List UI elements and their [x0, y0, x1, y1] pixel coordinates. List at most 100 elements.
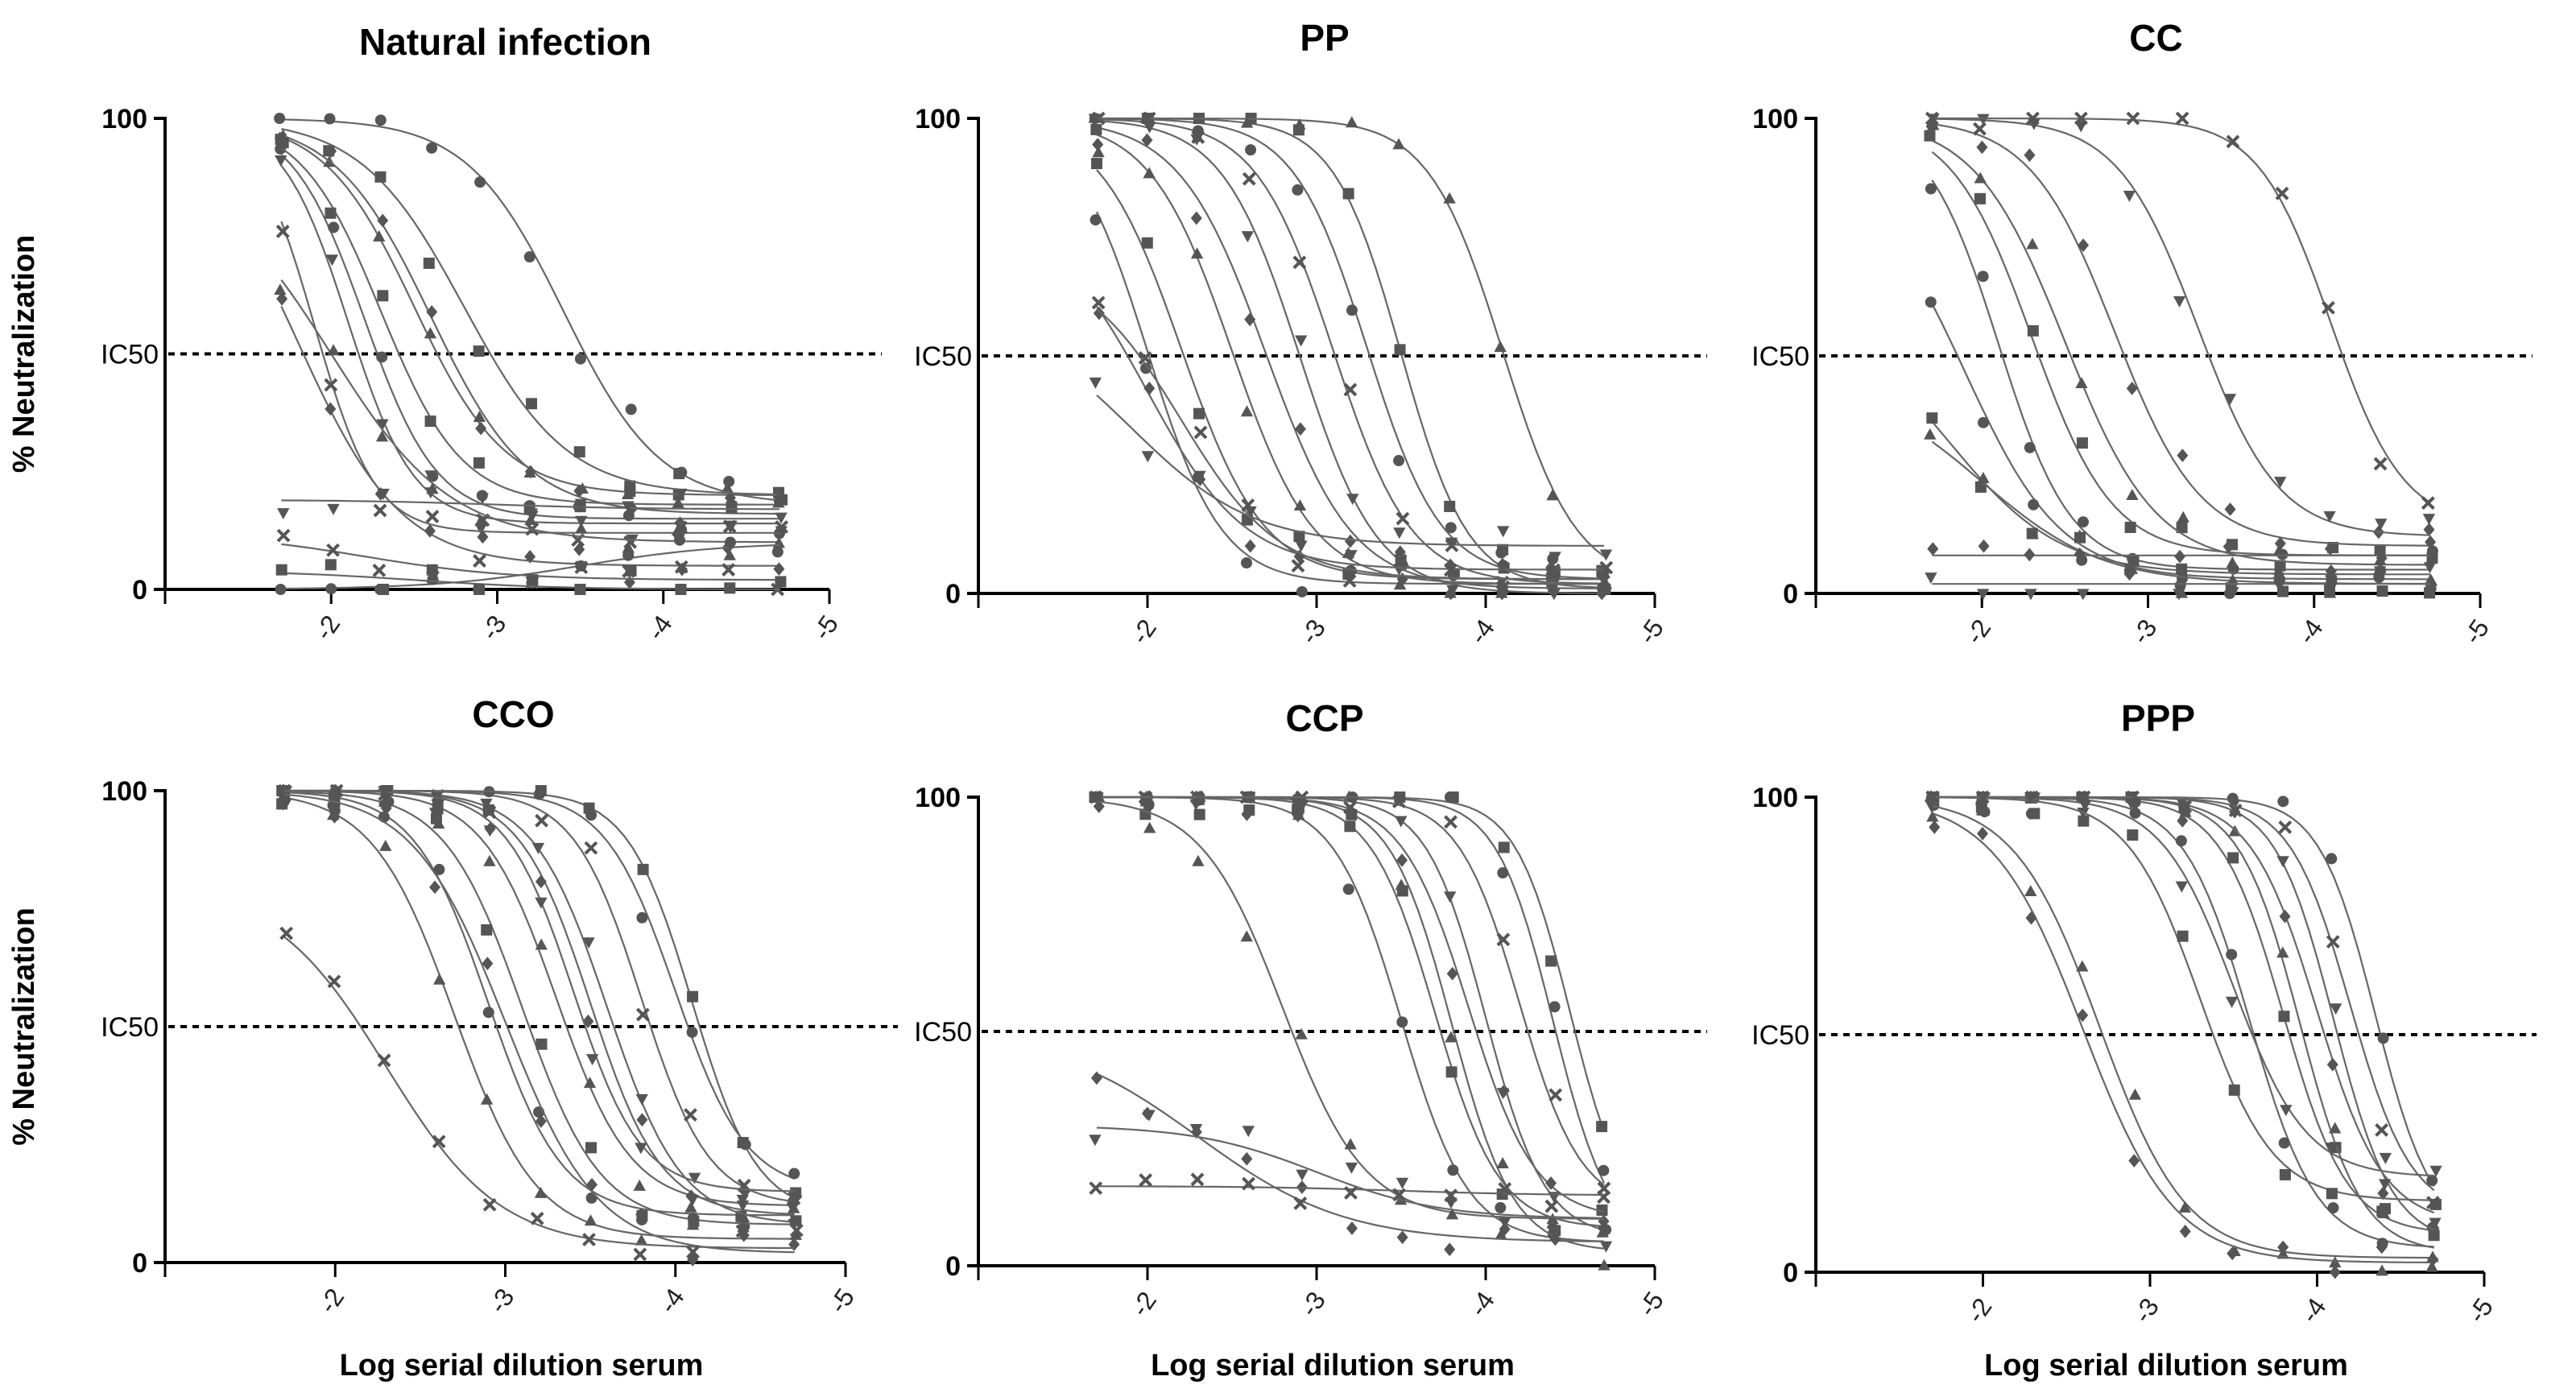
x-axis-label: Log serial dilution serum [340, 1349, 704, 1383]
x-tick-label: -2 [1125, 1286, 1162, 1321]
data-point [535, 813, 548, 828]
y-tick-label: 100 [915, 783, 961, 813]
x-tick-label: -3 [1294, 1286, 1331, 1321]
data-point [1143, 381, 1156, 395]
data-point [2272, 580, 2286, 592]
panel-5: CCP 0 100 -2 -3 -4 -5 IC50 Log serial dilution s… [914, 697, 1707, 1383]
data-point [1496, 526, 1510, 538]
data-point [1190, 1172, 1205, 1187]
data-point [775, 512, 788, 524]
data-point [1093, 800, 1105, 813]
fit-curve-s7 [1931, 303, 2431, 581]
data-point [1446, 585, 1459, 597]
data-point [1394, 344, 1406, 356]
data-point [1445, 1031, 1458, 1043]
data-point [1977, 471, 1990, 483]
data-point [1443, 192, 1456, 204]
data-point [328, 221, 340, 234]
data-point [1976, 792, 1989, 804]
data-point [2227, 792, 2239, 804]
data-point [2175, 111, 2189, 126]
data-point [2028, 808, 2041, 820]
data-point [278, 787, 291, 800]
data-point [475, 421, 487, 436]
fit-curve-s9 [1931, 440, 2431, 585]
y-tick-label: 0 [1783, 1258, 1798, 1288]
data-point [1141, 237, 1153, 249]
data-point [1190, 211, 1202, 225]
data-point [2077, 589, 2090, 601]
data-point [2280, 1105, 2293, 1117]
data-point [1545, 955, 1557, 967]
fit-curve-s12 [1096, 308, 1604, 581]
data-point [1241, 1151, 1253, 1166]
data-point [673, 534, 685, 546]
fit-curve-s8 [1933, 796, 2434, 1201]
data-point [1093, 306, 1105, 320]
data-point [1345, 550, 1358, 562]
data-point [1978, 416, 1990, 428]
data-point [1498, 841, 1510, 853]
data-point [425, 510, 440, 523]
data-point [2325, 564, 2337, 578]
data-point [275, 564, 287, 576]
data-point [2326, 573, 2338, 585]
panel-title: CCP [1285, 697, 1363, 739]
data-point [1344, 1138, 1357, 1150]
data-point [622, 549, 635, 561]
data-point [1392, 138, 1405, 150]
data-point [2223, 394, 2237, 406]
data-point [1498, 1217, 1511, 1229]
data-point [788, 1218, 800, 1230]
fit-curve-s1 [1931, 180, 2431, 571]
data-point [2429, 1217, 2442, 1230]
data-point [575, 522, 588, 534]
data-point [623, 575, 635, 589]
data-point [483, 825, 497, 837]
data-point [1139, 362, 1152, 374]
data-point [2323, 510, 2336, 523]
data-point [2375, 1240, 2388, 1254]
fit-curve-s4 [1097, 796, 1605, 1213]
data-point [2178, 800, 2190, 812]
panel-title: Natural infection [359, 21, 651, 63]
data-point [583, 802, 595, 814]
data-point [1396, 1016, 1408, 1028]
data-point [1927, 542, 1939, 556]
fit-curve-s2 [283, 791, 795, 1225]
data-point [788, 1168, 800, 1180]
data-point [275, 225, 290, 238]
data-point [480, 798, 493, 810]
fit-curve-s6 [280, 221, 780, 534]
data-point [2423, 523, 2435, 537]
data-point [2173, 296, 2186, 308]
data-point [776, 494, 788, 506]
data-point [1445, 1208, 1459, 1220]
data-point [535, 1038, 548, 1050]
data-point [1546, 489, 1559, 501]
data-point [2379, 1152, 2392, 1164]
data-point [2226, 134, 2240, 149]
data-point [275, 584, 287, 595]
data-point [1394, 791, 1406, 803]
data-point [2227, 1246, 2239, 1261]
data-point [2278, 1137, 2290, 1149]
data-point [575, 560, 587, 572]
data-point [722, 563, 736, 577]
data-point [2179, 1224, 2191, 1238]
fit-curve-s6 [283, 789, 795, 1203]
data-point [1292, 184, 1304, 196]
data-point [1393, 455, 1405, 467]
data-point [2076, 437, 2088, 449]
data-point [1597, 574, 1611, 589]
data-point [1139, 1173, 1153, 1187]
data-point [735, 1224, 750, 1238]
data-point [1245, 144, 1257, 156]
data-point [721, 482, 734, 494]
data-point [426, 564, 438, 576]
x-tick-label: -4 [1463, 614, 1500, 649]
data-point [2129, 807, 2141, 819]
fit-curve-s10 [283, 793, 795, 1254]
data-point [687, 990, 699, 1002]
data-point [1978, 539, 1990, 553]
